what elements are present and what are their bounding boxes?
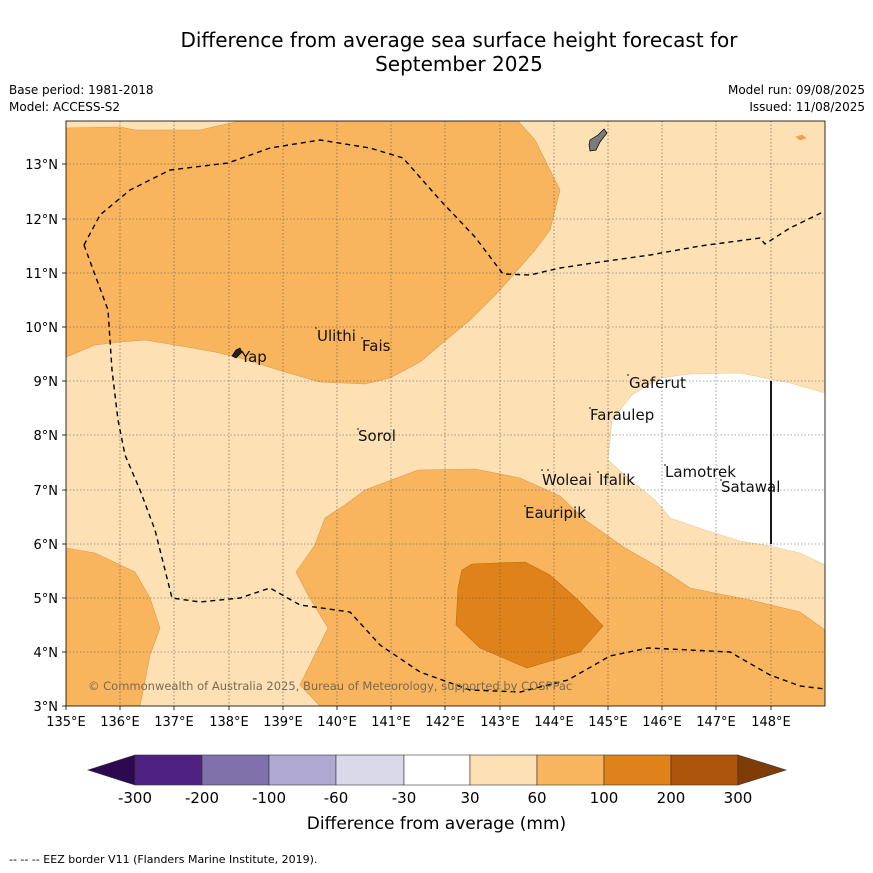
title-line-1: Difference from average sea surface heig… (180, 28, 738, 52)
lon-label: 145°E (588, 715, 628, 730)
colorbar-label: 300 (724, 789, 753, 807)
meta-left: Base period: 1981-2018 Model: ACCESS-S2 (9, 82, 154, 116)
small-islet-northeast (795, 134, 807, 141)
lat-label: 9°N (34, 375, 59, 390)
label-ulithi: Ulithi (317, 327, 356, 345)
gridlines (66, 121, 825, 706)
label-sorol: Sorol (358, 427, 396, 445)
lon-label: 142°E (425, 715, 465, 730)
eez-borders (83, 139, 825, 693)
title-line-2: September 2025 (375, 52, 543, 76)
yap-island (231, 347, 243, 359)
colorbar-cell (268, 754, 337, 786)
place-labels: Yap Ulithi Fais Sorol Gaferut Faraulep W… (240, 327, 780, 522)
lat-label: 3°N (34, 700, 59, 715)
lon-label: 148°E (751, 715, 791, 730)
colorbar-extend-low (87, 754, 136, 786)
colorbar-label: 60 (527, 789, 546, 807)
lat-label: 7°N (34, 484, 59, 499)
lat-label: 10°N (25, 321, 58, 336)
lat-label: 4°N (34, 646, 59, 661)
colorbar (87, 754, 788, 786)
colorbar-cell (134, 754, 203, 786)
colorbar-cell (335, 754, 405, 786)
colorbar-cell (201, 754, 270, 786)
label-gaferut: Gaferut (629, 374, 686, 392)
map-area (66, 121, 825, 706)
islands (231, 128, 807, 359)
colorbar-label: -300 (118, 789, 152, 807)
axis-ticks (62, 163, 772, 710)
lon-label: 147°E (696, 715, 736, 730)
colorbar-label: 100 (590, 789, 619, 807)
lon-label: 135°E (46, 715, 86, 730)
lon-label: 144°E (534, 715, 574, 730)
label-yap: Yap (240, 348, 267, 366)
colorbar-label: -60 (324, 789, 349, 807)
colorbar-label: -200 (185, 789, 219, 807)
colorbar-cell (469, 754, 538, 786)
lon-label: 141°E (371, 715, 411, 730)
colorbar-cell (670, 754, 739, 786)
lat-label: 8°N (34, 429, 59, 444)
band-60-100-southwest (66, 547, 161, 706)
lon-label: 137°E (154, 715, 194, 730)
copyright-text: © Commonwealth of Australia 2025, Bureau… (88, 679, 572, 693)
lon-label: 139°E (263, 715, 303, 730)
model-name: Model: ACCESS-S2 (9, 100, 121, 114)
lon-label: 136°E (100, 715, 140, 730)
label-lamotrek: Lamotrek (665, 463, 736, 481)
lon-label: 140°E (317, 715, 357, 730)
label-faraulep: Faraulep (590, 406, 654, 424)
colorbar-labels: -300 -200 -100 -60 -30 30 60 100 200 300 (118, 789, 752, 807)
colorbar-label: -100 (252, 789, 286, 807)
atoll-markers (315, 327, 722, 507)
label-satawal: Satawal (721, 478, 780, 496)
model-run: Model run: 09/08/2025 (727, 83, 865, 97)
lon-labels: 135°E 136°E 137°E 138°E 139°E 140°E 141°… (46, 715, 791, 730)
map-frame (65, 120, 826, 707)
colorbar-label: 30 (460, 789, 479, 807)
colorbar-cell (536, 754, 605, 786)
lon-label: 146°E (642, 715, 682, 730)
colorbar-title: Difference from average (mm) (306, 814, 567, 834)
meta-right: Model run: 09/08/2025 Issued: 11/08/2025 (728, 82, 865, 116)
label-woleai: Woleai (542, 471, 592, 489)
label-fais: Fais (362, 337, 391, 355)
eez-footnote: -- -- -- EEZ border V11 (Flanders Marine… (9, 853, 318, 866)
lat-label: 11°N (25, 267, 58, 282)
colorbar-label: 200 (657, 789, 686, 807)
chart-title: Difference from average sea surface heig… (0, 28, 873, 76)
label-ifalik: Ifalik (599, 471, 635, 489)
lon-label: 143°E (480, 715, 520, 730)
lat-labels: 3°N 4°N 5°N 6°N 7°N 8°N 9°N 10°N 11°N 12… (25, 158, 58, 715)
issued-date: Issued: 11/08/2025 (749, 100, 865, 114)
guam-island (588, 128, 608, 152)
colorbar-label: -30 (392, 789, 417, 807)
lat-label: 13°N (25, 158, 58, 173)
colorbar-cell (603, 754, 672, 786)
lon-label: 138°E (209, 715, 249, 730)
label-eauripik: Eauripik (525, 504, 586, 522)
lat-label: 5°N (34, 592, 59, 607)
lat-label: 6°N (34, 538, 59, 553)
base-period: Base period: 1981-2018 (9, 83, 154, 97)
colorbar-cell (403, 754, 471, 786)
band-100-200-patch (455, 561, 604, 669)
colorbar-extend-high (737, 754, 788, 786)
band-60-100-northwest (66, 121, 561, 385)
lat-label: 12°N (25, 213, 58, 228)
